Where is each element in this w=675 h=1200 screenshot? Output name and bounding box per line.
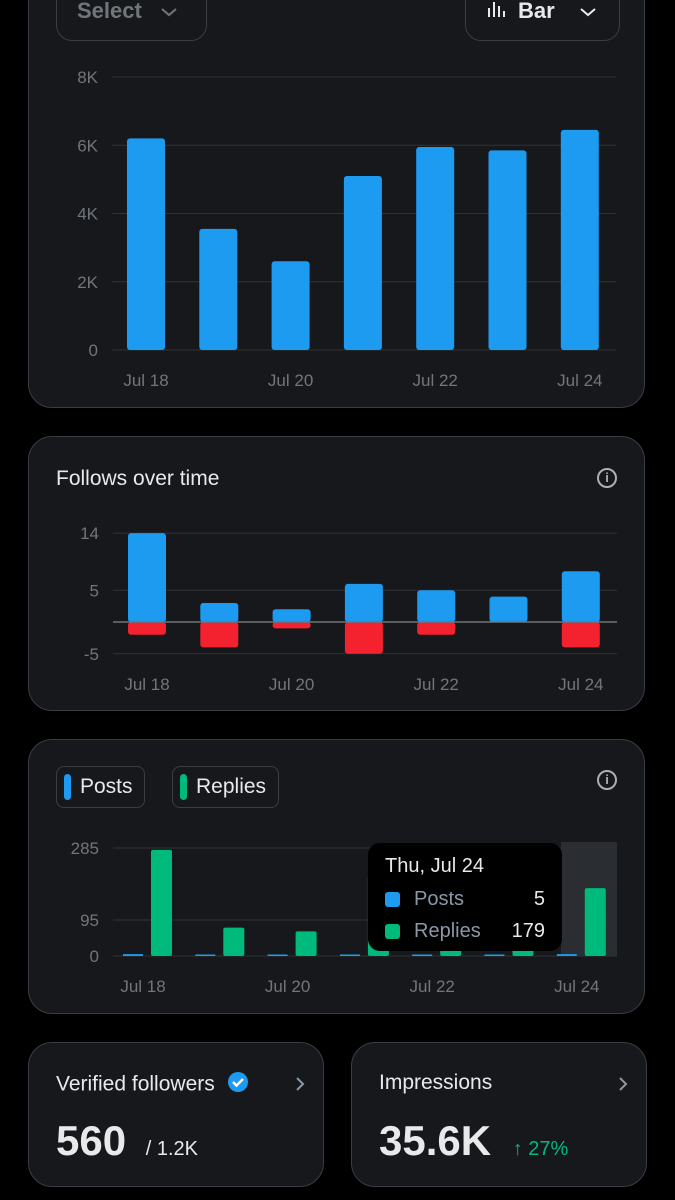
impressions-card[interactable]: Impressions 35.6K ↑ 27%: [351, 1042, 647, 1187]
bar-negative: [200, 622, 239, 648]
posts-swatch: [385, 891, 400, 907]
bar-posts: [339, 954, 360, 956]
x-tick-label: Jul 24: [554, 977, 599, 996]
bar-chart-icon: [486, 0, 506, 24]
chart-type-dropdown[interactable]: Bar: [465, 0, 620, 41]
follows-card: Follows over time i 14 5 -5 Jul 18 Jul 20 Jul…: [28, 436, 645, 711]
tooltip-date: Thu, Jul 24: [385, 855, 484, 877]
tooltip-posts-value: 5: [533, 887, 545, 910]
legend-replies-label: Replies: [196, 775, 267, 798]
y-tick-label: 14: [80, 524, 99, 543]
bar: [343, 175, 382, 350]
info-icon[interactable]: i: [597, 770, 617, 790]
bar-positive: [272, 609, 311, 622]
bar: [271, 261, 310, 350]
tooltip-replies-label: Replies: [414, 919, 481, 942]
y-tick-label: 0: [90, 947, 99, 966]
impressions-value: 35.6K ↑ 27%: [379, 1117, 569, 1164]
y-tick-label: 6K: [77, 136, 98, 155]
bar-negative: [272, 622, 311, 629]
y-tick-label: 0: [89, 341, 98, 360]
bar-positive: [128, 533, 166, 622]
bar-positive: [561, 571, 600, 622]
posts-swatch: [64, 774, 71, 800]
bar-posts: [556, 954, 577, 956]
y-tick-label: -5: [84, 645, 99, 664]
chevron-right-icon: [618, 1075, 628, 1098]
bar-replies: [295, 931, 317, 956]
bar-negative: [561, 622, 600, 648]
y-tick-label: 4K: [77, 205, 98, 224]
follows-bar-chart: 14 5 -5 Jul 18 Jul 20 Jul 22 Jul 24: [80, 524, 617, 694]
verified-followers-total: / 1.2K: [145, 1138, 199, 1160]
legend-replies[interactable]: Replies: [172, 766, 279, 808]
chevron-down-icon: [160, 0, 178, 24]
bar-posts: [195, 954, 216, 956]
impressions-label: Impressions: [379, 1071, 493, 1094]
bar-replies: [223, 927, 245, 956]
legend-posts[interactable]: Posts: [56, 766, 145, 808]
y-tick-label: 285: [71, 839, 99, 858]
tooltip-replies-value: 179: [511, 919, 545, 942]
bar-posts: [484, 954, 505, 956]
impressions-bar-chart: 8K 6K 4K 2K 0 Jul 18 Jul 20 Jul 22 Jul 24: [77, 68, 616, 390]
bar: [199, 228, 238, 350]
impressions-change: ↑ 27%: [512, 1138, 569, 1160]
y-tick-label: 8K: [77, 68, 98, 87]
x-tick-label: Jul 18: [120, 977, 165, 996]
bar-positive: [344, 583, 383, 622]
replies-swatch: [385, 923, 400, 939]
chevron-down-icon: [579, 0, 597, 24]
x-tick-label: Jul 22: [414, 675, 459, 694]
bar-posts: [412, 954, 433, 956]
chart-type-label: Bar: [518, 0, 555, 23]
x-tick-label: Jul 20: [265, 977, 310, 996]
tooltip-row-replies: Replies 179: [385, 920, 545, 942]
bar-positive: [200, 602, 239, 622]
bar: [416, 146, 455, 350]
legend-posts-label: Posts: [80, 775, 133, 798]
tooltip-row-posts: Posts 5: [385, 888, 545, 910]
bar-negative: [417, 622, 456, 635]
follows-title: Follows over time: [56, 467, 220, 490]
bar: [488, 150, 527, 350]
x-tick-label: Jul 18: [123, 371, 168, 390]
bar-negative: [344, 622, 383, 654]
y-tick-label: 5: [90, 581, 99, 600]
verified-followers-value: 560 / 1.2K: [56, 1117, 199, 1164]
bar: [560, 129, 599, 350]
x-tick-label: Jul 20: [269, 675, 314, 694]
bar-positive: [489, 596, 528, 622]
bar-posts: [123, 954, 143, 956]
tooltip-posts-label: Posts: [414, 887, 465, 910]
select-dropdown[interactable]: Select: [56, 0, 207, 41]
info-icon[interactable]: i: [597, 468, 617, 488]
y-tick-label: 2K: [77, 273, 98, 292]
chevron-right-icon: [295, 1075, 305, 1098]
y-tick-label: 95: [80, 911, 99, 930]
bar-posts: [267, 954, 288, 956]
x-tick-label: Jul 22: [410, 977, 455, 996]
x-tick-label: Jul 20: [268, 371, 313, 390]
x-tick-label: Jul 24: [557, 371, 602, 390]
bar-negative: [128, 622, 166, 635]
bar-replies: [151, 849, 172, 956]
bar-replies: [584, 888, 606, 956]
x-tick-label: Jul 24: [558, 675, 603, 694]
x-tick-label: Jul 18: [124, 675, 169, 694]
select-label: Select: [77, 0, 142, 23]
verified-followers-card[interactable]: Verified followers 560 / 1.2K: [28, 1042, 324, 1187]
verified-followers-label: Verified followers: [56, 1071, 249, 1099]
verified-badge-icon: [227, 1071, 249, 1099]
x-tick-label: Jul 22: [413, 371, 458, 390]
bar-positive: [417, 590, 456, 622]
replies-swatch: [180, 774, 187, 800]
bar: [127, 138, 165, 350]
chart-tooltip: Thu, Jul 24 Posts 5 Replies 179: [368, 843, 562, 951]
